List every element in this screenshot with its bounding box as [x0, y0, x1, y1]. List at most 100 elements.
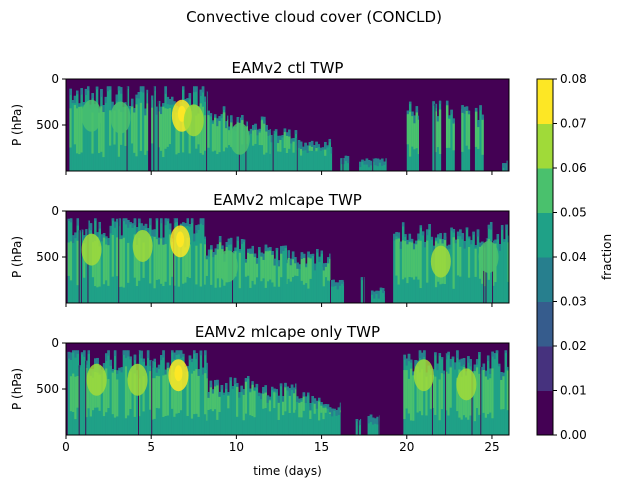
cloud-top-fringe: [377, 290, 381, 299]
cloud-top-fringe: [434, 237, 438, 240]
cloud-top-fringe: [100, 88, 103, 97]
cloud-top-fringe: [78, 365, 82, 368]
cloud-column: [319, 147, 323, 171]
cloud-column: [504, 350, 508, 435]
cloud-top-fringe: [482, 363, 486, 371]
cloud-band: [300, 401, 303, 418]
axis-ticks: 0 500: [36, 72, 493, 175]
y-axis-label: P (hPa): [10, 236, 24, 278]
cloud-top-fringe: [87, 86, 90, 91]
cloud-column: [67, 351, 71, 435]
cloud-band: [452, 122, 455, 151]
cloud-top-fringe: [344, 155, 348, 162]
cloud-column: [247, 131, 251, 171]
cloud-band: [467, 246, 471, 278]
cloud-column: [304, 142, 307, 171]
cloud-top-fringe: [408, 233, 412, 242]
cloud-top-fringe: [89, 223, 93, 231]
cloud-top-fringe: [304, 396, 308, 403]
cloud-column: [331, 408, 334, 435]
colorbar-tick-label: 0.02: [560, 339, 587, 353]
cloud-column: [111, 101, 114, 171]
cloud-top-fringe: [113, 221, 117, 228]
cloud-top-fringe: [84, 88, 88, 96]
cloud-top-fringe: [363, 160, 366, 165]
cloud-column: [244, 259, 248, 303]
cloud-band: [473, 368, 477, 422]
cloud-column: [436, 363, 439, 435]
cloud-column: [310, 140, 314, 171]
cloud-top-fringe: [496, 234, 500, 240]
cloud-column: [175, 218, 178, 303]
cloud-column: [453, 362, 457, 435]
colorbar-band: [537, 390, 553, 436]
cloud-top-fringe: [335, 409, 338, 416]
cloud-band: [80, 106, 83, 153]
cloud-top-fringe: [131, 223, 134, 228]
cloud-maximum: [110, 101, 131, 134]
cloud-band: [406, 114, 410, 145]
cloud-top-fringe: [414, 360, 417, 366]
cloud-band: [242, 392, 246, 421]
cloud-column: [160, 355, 163, 435]
cloud-column: [173, 101, 176, 171]
cloud-top-fringe: [481, 241, 484, 246]
cloud-top-fringe: [313, 145, 316, 151]
cloud-band: [412, 247, 416, 280]
cloud-top-fringe: [310, 140, 314, 147]
cloud-column: [225, 383, 228, 435]
cloud-top-fringe: [288, 388, 292, 396]
cloud-column: [260, 393, 263, 435]
cloud-column: [286, 386, 289, 435]
cloud-column: [144, 223, 148, 303]
cloud-top-fringe: [262, 253, 265, 260]
cloud-top-fringe: [76, 350, 79, 354]
cloud-band: [168, 234, 172, 286]
cloud-top-fringe: [138, 350, 141, 355]
cloud-top-fringe: [234, 247, 237, 251]
cloud-top-fringe: [500, 372, 503, 380]
cloud-top-fringe: [478, 352, 481, 355]
cloud-column: [432, 101, 435, 171]
cloud-band: [308, 145, 312, 151]
cloud-band: [445, 104, 449, 148]
cloud-top-fringe: [188, 93, 192, 99]
cloud-band: [413, 119, 416, 150]
cloud-top-fringe: [111, 101, 114, 110]
cloud-band: [159, 114, 163, 151]
cloud-band: [162, 106, 165, 158]
cloud-band: [164, 108, 167, 149]
cloud-column: [106, 86, 110, 171]
cloud-band: [69, 241, 73, 281]
cloud-top-fringe: [281, 135, 284, 138]
cloud-column: [320, 402, 323, 435]
cloud-top-fringe: [324, 141, 327, 150]
cloud-top-fringe: [258, 128, 262, 131]
cloud-band: [456, 239, 460, 276]
cloud-band: [249, 392, 252, 416]
cloud-column: [346, 156, 350, 171]
cloud-top-fringe: [166, 218, 170, 222]
cloud-top-fringe: [271, 386, 274, 391]
cloud-band: [149, 236, 152, 284]
cloud-band: [264, 248, 268, 288]
cloud-top-fringe: [216, 379, 219, 386]
cloud-band: [425, 376, 428, 416]
cloud-band: [417, 119, 419, 155]
cloud-top-fringe: [251, 381, 254, 384]
x-tick-label: 15: [314, 440, 329, 454]
cloud-band: [209, 384, 213, 410]
y-tick-label: 0: [51, 336, 59, 350]
cloud-band: [282, 399, 285, 416]
cloud-band: [327, 260, 330, 281]
cloud-band: [287, 253, 290, 279]
cloud-band: [91, 112, 94, 154]
colorbar-bands: [537, 79, 553, 436]
cloud-column: [302, 392, 306, 435]
cloud-top-fringe: [225, 121, 228, 129]
cloud-column: [332, 279, 335, 303]
cloud-band: [288, 133, 291, 149]
cloud-column: [153, 86, 156, 171]
cloud-top-fringe: [360, 277, 364, 281]
cloud-band: [436, 119, 440, 148]
